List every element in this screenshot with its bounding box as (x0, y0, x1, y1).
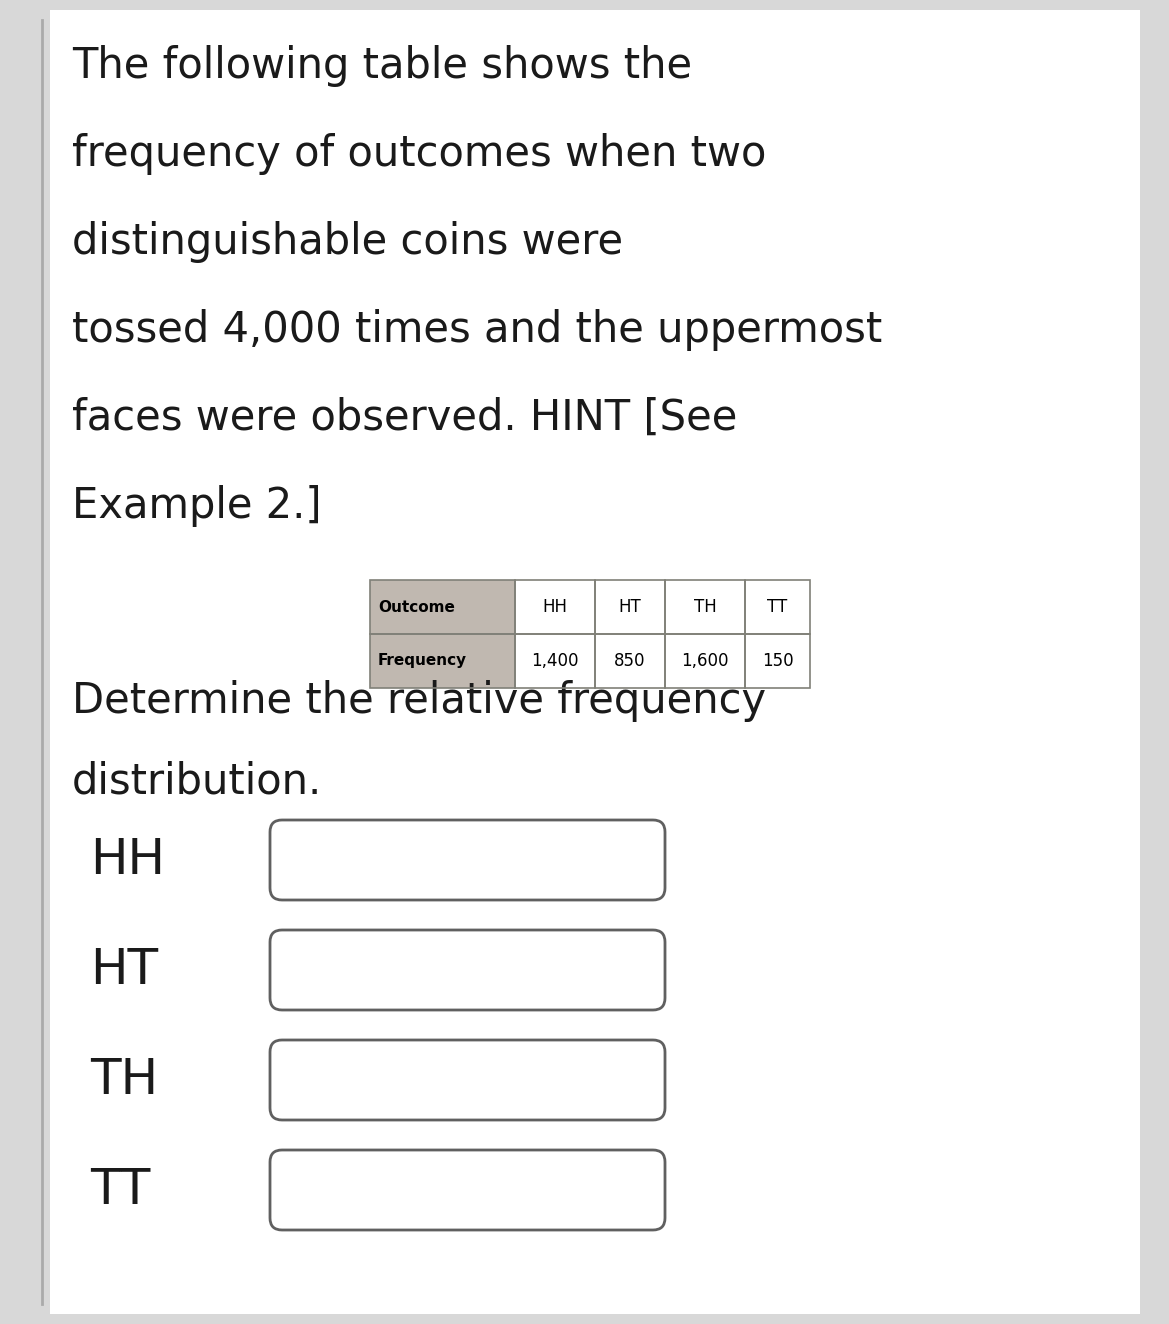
Bar (665, 580, 745, 634)
FancyBboxPatch shape (270, 1039, 665, 1120)
Bar (371, 580, 516, 634)
Text: Outcome: Outcome (378, 600, 455, 614)
Bar (745, 580, 810, 634)
Bar (595, 634, 665, 688)
Bar (516, 634, 595, 688)
Text: 850: 850 (614, 651, 645, 670)
FancyBboxPatch shape (270, 1151, 665, 1230)
FancyBboxPatch shape (270, 820, 665, 900)
Bar (516, 580, 595, 634)
Bar (745, 634, 810, 688)
Text: Frequency: Frequency (378, 654, 468, 669)
Text: distribution.: distribution. (72, 760, 323, 802)
Bar (745, 634, 810, 688)
Bar (665, 580, 745, 634)
Text: tossed 4,000 times and the uppermost: tossed 4,000 times and the uppermost (72, 308, 883, 351)
Text: TT: TT (90, 1166, 151, 1214)
Text: frequency of outcomes when two: frequency of outcomes when two (72, 132, 767, 175)
Bar (665, 634, 745, 688)
Text: 1,400: 1,400 (531, 651, 579, 670)
Text: TH: TH (693, 598, 717, 616)
Bar (595, 580, 665, 634)
Text: 150: 150 (762, 651, 794, 670)
Text: TH: TH (90, 1057, 158, 1104)
Text: HH: HH (542, 598, 567, 616)
Text: distinguishable coins were: distinguishable coins were (72, 221, 623, 263)
Bar (665, 634, 745, 688)
Bar (516, 634, 595, 688)
Text: Determine the relative frequency: Determine the relative frequency (72, 681, 766, 722)
Bar (745, 580, 810, 634)
FancyBboxPatch shape (270, 929, 665, 1010)
Bar (371, 634, 516, 688)
Text: HT: HT (618, 598, 642, 616)
Bar (595, 580, 665, 634)
Text: 1,600: 1,600 (682, 651, 728, 670)
Bar (516, 580, 595, 634)
Text: Example 2.]: Example 2.] (72, 485, 321, 527)
Text: HT: HT (90, 947, 158, 994)
Text: faces were observed. HINT [See: faces were observed. HINT [See (72, 397, 738, 440)
Bar (595, 634, 665, 688)
Bar (371, 634, 516, 688)
Bar (371, 580, 516, 634)
Text: The following table shows the: The following table shows the (72, 45, 692, 87)
Text: TT: TT (767, 598, 788, 616)
Text: HH: HH (90, 835, 165, 884)
